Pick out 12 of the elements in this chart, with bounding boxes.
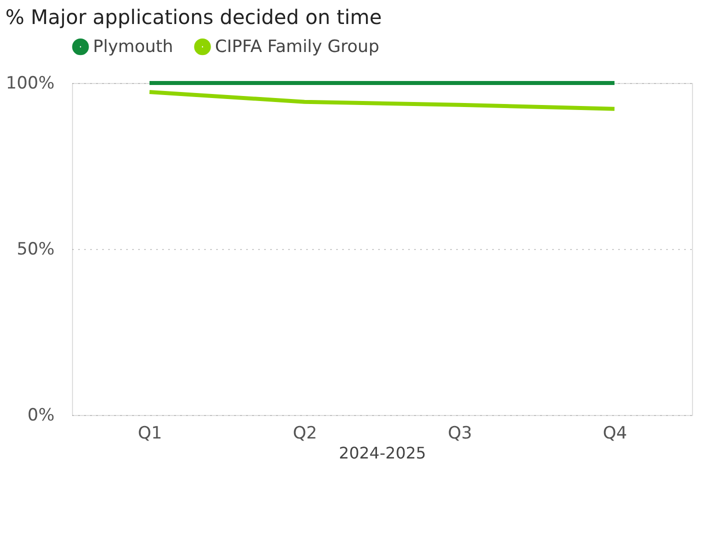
x-tick-label: Q2 (292, 424, 318, 444)
x-tick-label: Q4 (602, 424, 628, 444)
y-tick-label: 100% (6, 74, 54, 94)
x-tick-label: Q3 (448, 424, 472, 444)
chart-title: % Major applications decided on time (5, 5, 382, 29)
x-axis-title: 2024-2025 (338, 444, 426, 462)
legend-label: CIPFA Family Group (215, 36, 380, 57)
line-series (148, 90, 616, 111)
x-tick-label: Q1 (138, 424, 162, 444)
legend-label: Plymouth (93, 36, 174, 57)
y-tick-label: 0% (28, 406, 54, 426)
y-tick-label: 50% (16, 240, 54, 260)
